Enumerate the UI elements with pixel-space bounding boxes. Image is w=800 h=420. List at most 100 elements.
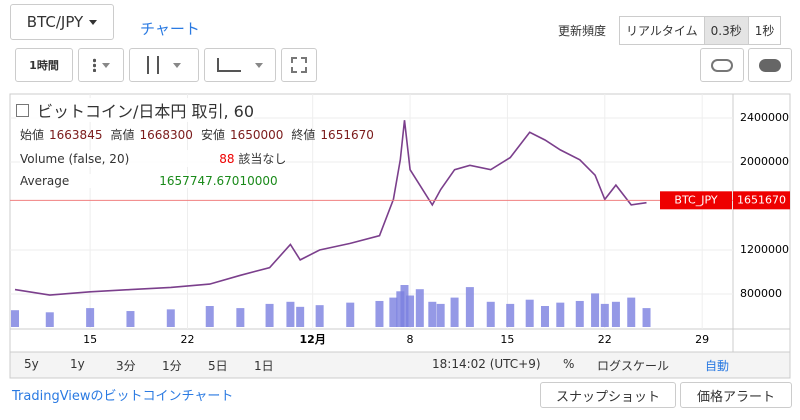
refresh-group: リアルタイム 0.3秒 1秒 xyxy=(619,16,782,45)
snapshot-label: スナップショット xyxy=(555,389,660,405)
interval-button[interactable]: 1時間 xyxy=(15,48,73,82)
range-button[interactable]: 5y xyxy=(24,357,39,371)
refresh-option[interactable]: 0.3秒 xyxy=(703,16,749,45)
average-value: 1657747.67010000 xyxy=(159,174,278,188)
snapshot-button[interactable]: スナップショット xyxy=(540,382,676,408)
volume-bar xyxy=(506,303,515,327)
x-tick-label: 12月 xyxy=(300,333,326,346)
percent-toggle[interactable]: % xyxy=(563,357,575,371)
price-tag-label: 1651670 xyxy=(737,193,786,206)
volume-bar xyxy=(415,289,424,327)
volume-bar xyxy=(627,297,636,327)
volume-bar xyxy=(389,297,398,327)
volume-bar xyxy=(166,309,175,327)
indicator-button[interactable] xyxy=(204,48,276,82)
alert-button[interactable]: 価格アラート xyxy=(680,382,792,408)
range-buttons: 5y 1y 3分 1分 5日 1日 xyxy=(24,357,300,374)
volume-bar xyxy=(540,306,549,327)
ohlc-label: 始値 xyxy=(20,128,45,142)
volume-bar xyxy=(642,308,651,327)
average-name: Average xyxy=(20,174,70,188)
y-tick-label: 1200000 xyxy=(740,243,789,256)
legend-title-row: ビットコイン/日本円 取引, 60 xyxy=(16,98,255,122)
load-button[interactable] xyxy=(700,48,744,82)
ohlc-value: 1668300 xyxy=(139,128,193,142)
range-button[interactable]: 5日 xyxy=(208,359,228,373)
volume-bar xyxy=(265,303,274,327)
volume-bar xyxy=(236,308,245,327)
volume-bar xyxy=(611,301,620,327)
ohlc-label: 終値 xyxy=(291,128,316,142)
auto-toggle[interactable]: 自動 xyxy=(705,359,730,373)
series-tag-label: BTC_JPY xyxy=(674,193,717,206)
volume-bar xyxy=(406,295,415,327)
x-tick-label: 8 xyxy=(407,333,414,346)
volume-bar xyxy=(315,305,324,327)
x-tick-label: 15 xyxy=(83,333,97,346)
refresh-option[interactable]: リアルタイム xyxy=(619,16,705,45)
volume-name: Volume (false, 20) xyxy=(20,152,130,166)
volume-value: 88 xyxy=(219,152,235,166)
price-tag xyxy=(733,191,790,210)
menu-button[interactable] xyxy=(78,48,124,82)
volume-bar xyxy=(296,306,305,327)
volume-bar xyxy=(346,302,355,327)
volume-bar xyxy=(286,301,295,327)
volume-bar xyxy=(375,300,384,327)
volume-bar xyxy=(400,285,409,327)
interval: 1時間 xyxy=(29,59,59,72)
average-legend: Average 1657747.67010000 xyxy=(20,174,278,188)
ohlc-value: 1650000 xyxy=(229,128,284,142)
save-button[interactable] xyxy=(748,48,792,82)
plot: 800000 1200000 2000000 2400000 15 22 12月 8 15 22 2… xyxy=(10,94,790,346)
y-tick-label: 800000 xyxy=(740,287,782,300)
footer-link[interactable]: TradingViewのビットコインチャート xyxy=(12,389,234,404)
range-button[interactable]: 1分 xyxy=(162,359,182,373)
price-line xyxy=(14,120,647,296)
y-tick-label: 2400000 xyxy=(740,111,789,124)
bottom-bar xyxy=(9,351,791,379)
collapse-icon[interactable] xyxy=(16,103,29,117)
chart-title: ビットコイン/日本円 取引, 60 xyxy=(37,102,255,121)
range-button[interactable]: 1日 xyxy=(254,359,274,373)
range-button[interactable]: 1y xyxy=(70,357,85,371)
ohlc-value: 1663845 xyxy=(49,128,103,142)
volume-bar xyxy=(45,312,54,327)
refresh-option[interactable]: 1秒 xyxy=(747,16,782,45)
x-tick-label: 22 xyxy=(598,333,612,346)
ohlc-label: 高値 xyxy=(110,128,135,142)
ohlc-label: 安値 xyxy=(200,128,225,142)
ohlc-value: 1651670 xyxy=(320,128,374,142)
volume-bar xyxy=(575,300,584,327)
clock: 18:14:02 (UTC+9) xyxy=(432,357,541,371)
volume-bar xyxy=(591,293,600,327)
x-tick-label: 22 xyxy=(180,333,194,346)
volume-bar xyxy=(86,308,95,327)
x-tick-label: 29 xyxy=(695,333,709,346)
alert-label: 価格アラート xyxy=(696,389,775,405)
volume-bar xyxy=(436,303,445,327)
volume-note: 該当なし xyxy=(238,152,287,166)
log-toggle[interactable]: ログスケール xyxy=(597,359,670,373)
fullscreen-button[interactable] xyxy=(281,48,317,82)
chart-type-button[interactable] xyxy=(129,48,199,82)
volume-bar xyxy=(396,291,405,327)
volume-bar xyxy=(428,301,437,327)
volume-legend: Volume (false, 20) 88 該当なし xyxy=(20,150,287,167)
range-button[interactable]: 3分 xyxy=(116,359,136,373)
volume-bar xyxy=(556,302,565,327)
volume-bar xyxy=(465,287,474,327)
symbol-button[interactable]: BTC/JPY xyxy=(10,4,114,40)
ohlc-row: 始値 1663845 高値 1668300 安値 1650000 終値 1651670 xyxy=(20,126,382,143)
series-tag xyxy=(660,191,732,210)
volume-bar xyxy=(600,303,609,327)
volume-bar xyxy=(205,306,214,327)
chart-tab[interactable]: チャート xyxy=(140,20,200,38)
x-tick-label: 15 xyxy=(500,333,514,346)
volume-bar xyxy=(525,299,534,327)
volume-bar xyxy=(11,310,19,327)
y-tick-label: 2000000 xyxy=(740,155,789,168)
volume-bar xyxy=(126,311,135,327)
refresh-label: 更新頻度 xyxy=(558,24,607,38)
